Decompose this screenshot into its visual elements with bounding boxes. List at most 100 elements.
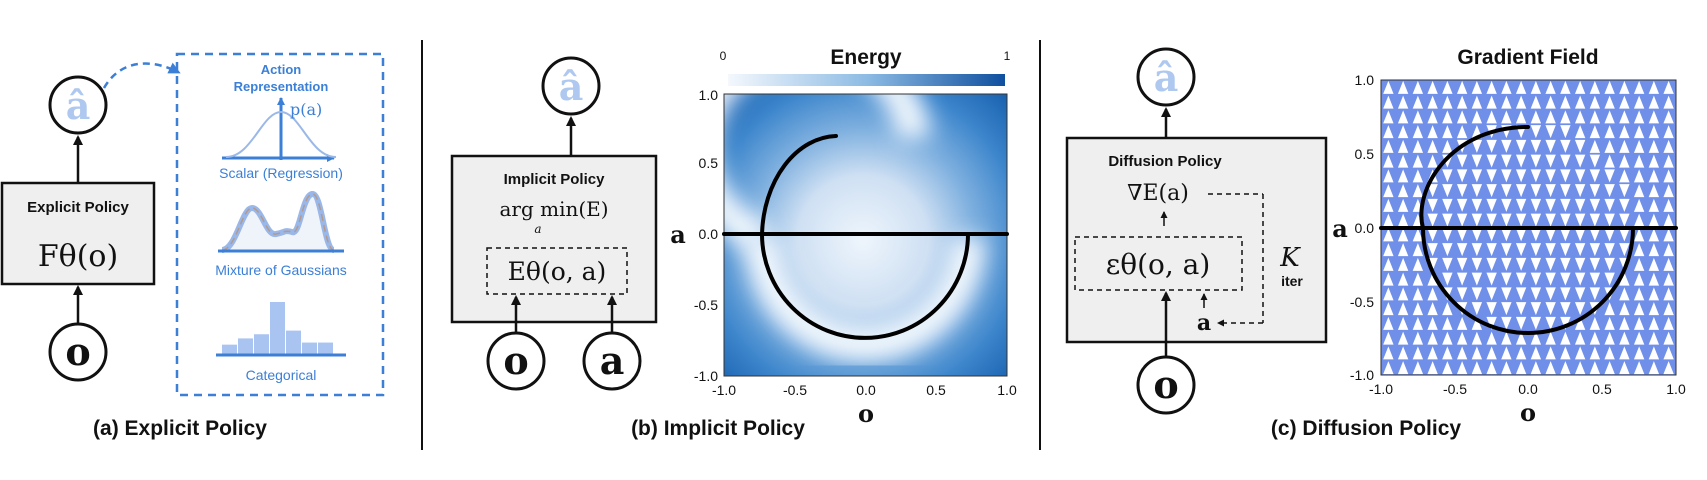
field-arrow [1412,184,1424,198]
field-arrow [1663,213,1674,227]
categorical-bar [302,342,317,354]
field-arrow [1501,316,1512,330]
caption-diffusion-policy: (c) Diffusion Policy [1271,417,1462,440]
field-arrow [1663,243,1674,257]
field-arrow [1604,154,1615,168]
field-arrow [1383,80,1394,94]
field-arrow [1633,184,1645,198]
field-arrow [1604,184,1615,198]
field-arrow [1574,154,1586,168]
field-arrow [1456,169,1468,183]
field-arrow [1574,287,1586,301]
field-arrow [1427,361,1438,375]
field-arrow [1397,213,1409,227]
gradient-plot-ticks: 1.0 0.5 0.0 -0.5 -1.0 -1.0 -0.5 0.0 0.5 … [1350,72,1686,397]
field-arrow [1427,184,1438,198]
field-arrow [1560,95,1571,109]
field-arrow [1486,213,1497,227]
field-arrow [1501,154,1512,168]
field-arrow [1412,316,1424,330]
input-o-symbol: o [503,338,528,383]
field-arrow [1633,272,1645,286]
field-arrow [1648,139,1660,153]
field-arrow [1456,257,1468,271]
scalar-regression-icon: p(a) [222,97,337,162]
field-arrow [1486,316,1497,330]
field-arrow [1412,95,1424,109]
noise-predictor-box [1074,236,1243,291]
field-arrow [1383,243,1394,257]
svg-text:0.0: 0.0 [856,382,876,398]
svg-text:1.0: 1.0 [997,382,1017,398]
field-arrow [1397,80,1409,94]
field-arrow [1619,139,1630,153]
field-arrow [1471,213,1483,227]
field-arrow [1427,80,1438,94]
field-arrow [1663,272,1674,286]
field-arrow [1486,287,1497,301]
field-arrow [1471,169,1483,183]
field-arrow [1633,361,1645,375]
field-arrow [1515,184,1527,198]
field-arrow [1383,95,1394,109]
field-arrow [1397,361,1409,375]
field-arrow [1619,213,1630,227]
field-arrow [1648,95,1660,109]
pdf-label: p(a) [290,100,322,119]
field-arrow [1663,361,1674,375]
field-arrow [1633,302,1645,316]
field-arrow [1574,139,1586,153]
field-arrow [1501,272,1512,286]
explicit-policy-box-title: Explicit Policy [27,199,129,216]
svg-text:1.0: 1.0 [699,87,719,103]
svg-text:-0.5: -0.5 [694,297,718,313]
svg-text:-0.5: -0.5 [1443,381,1467,397]
field-arrow [1383,316,1394,330]
field-arrow [1397,316,1409,330]
label-mixture-of-gaussians: Mixture of Gaussians [215,262,347,278]
field-arrow [1545,331,1556,345]
field-arrow [1648,257,1660,271]
field-arrow [1471,331,1483,345]
field-arrow [1545,125,1556,139]
field-arrow [1456,80,1468,94]
field-arrow [1427,272,1438,286]
field-arrow [1442,139,1453,153]
field-arrow [1515,154,1527,168]
field-arrow [1383,228,1394,242]
field-arrow [1486,257,1497,271]
explicit-policy-box [0,181,156,286]
field-arrow [1471,198,1483,212]
svg-text:1.0: 1.0 [1666,381,1686,397]
field-arrow [1442,198,1453,212]
field-arrow [1397,125,1409,139]
field-arrow [1383,331,1394,345]
field-arrow [1545,213,1556,227]
field-arrow [1604,346,1615,360]
svg-text:-1.0: -1.0 [694,368,718,384]
field-arrow [1471,95,1483,109]
field-arrow [1663,125,1674,139]
field-arrow [1560,257,1571,271]
field-arrow [1412,169,1424,183]
field-arrow [1515,302,1527,316]
field-arrow [1589,95,1601,109]
field-arrow [1589,110,1601,124]
field-arrow [1663,80,1674,94]
field-arrow [1515,198,1527,212]
field-arrow [1619,361,1630,375]
field-arrow [1663,154,1674,168]
field-arrow [1604,198,1615,212]
field-arrow [1530,361,1542,375]
field-arrow [1530,125,1542,139]
field-arrow [1427,331,1438,345]
field-arrow [1648,184,1660,198]
field-arrow [1663,110,1674,124]
field-arrow [1515,228,1527,242]
field-arrow [1589,213,1601,227]
field-arrow [1574,346,1586,360]
field-arrow [1456,154,1468,168]
input-a-symbol: a [600,338,625,383]
field-arrow [1574,80,1586,94]
field-arrow [1501,331,1512,345]
